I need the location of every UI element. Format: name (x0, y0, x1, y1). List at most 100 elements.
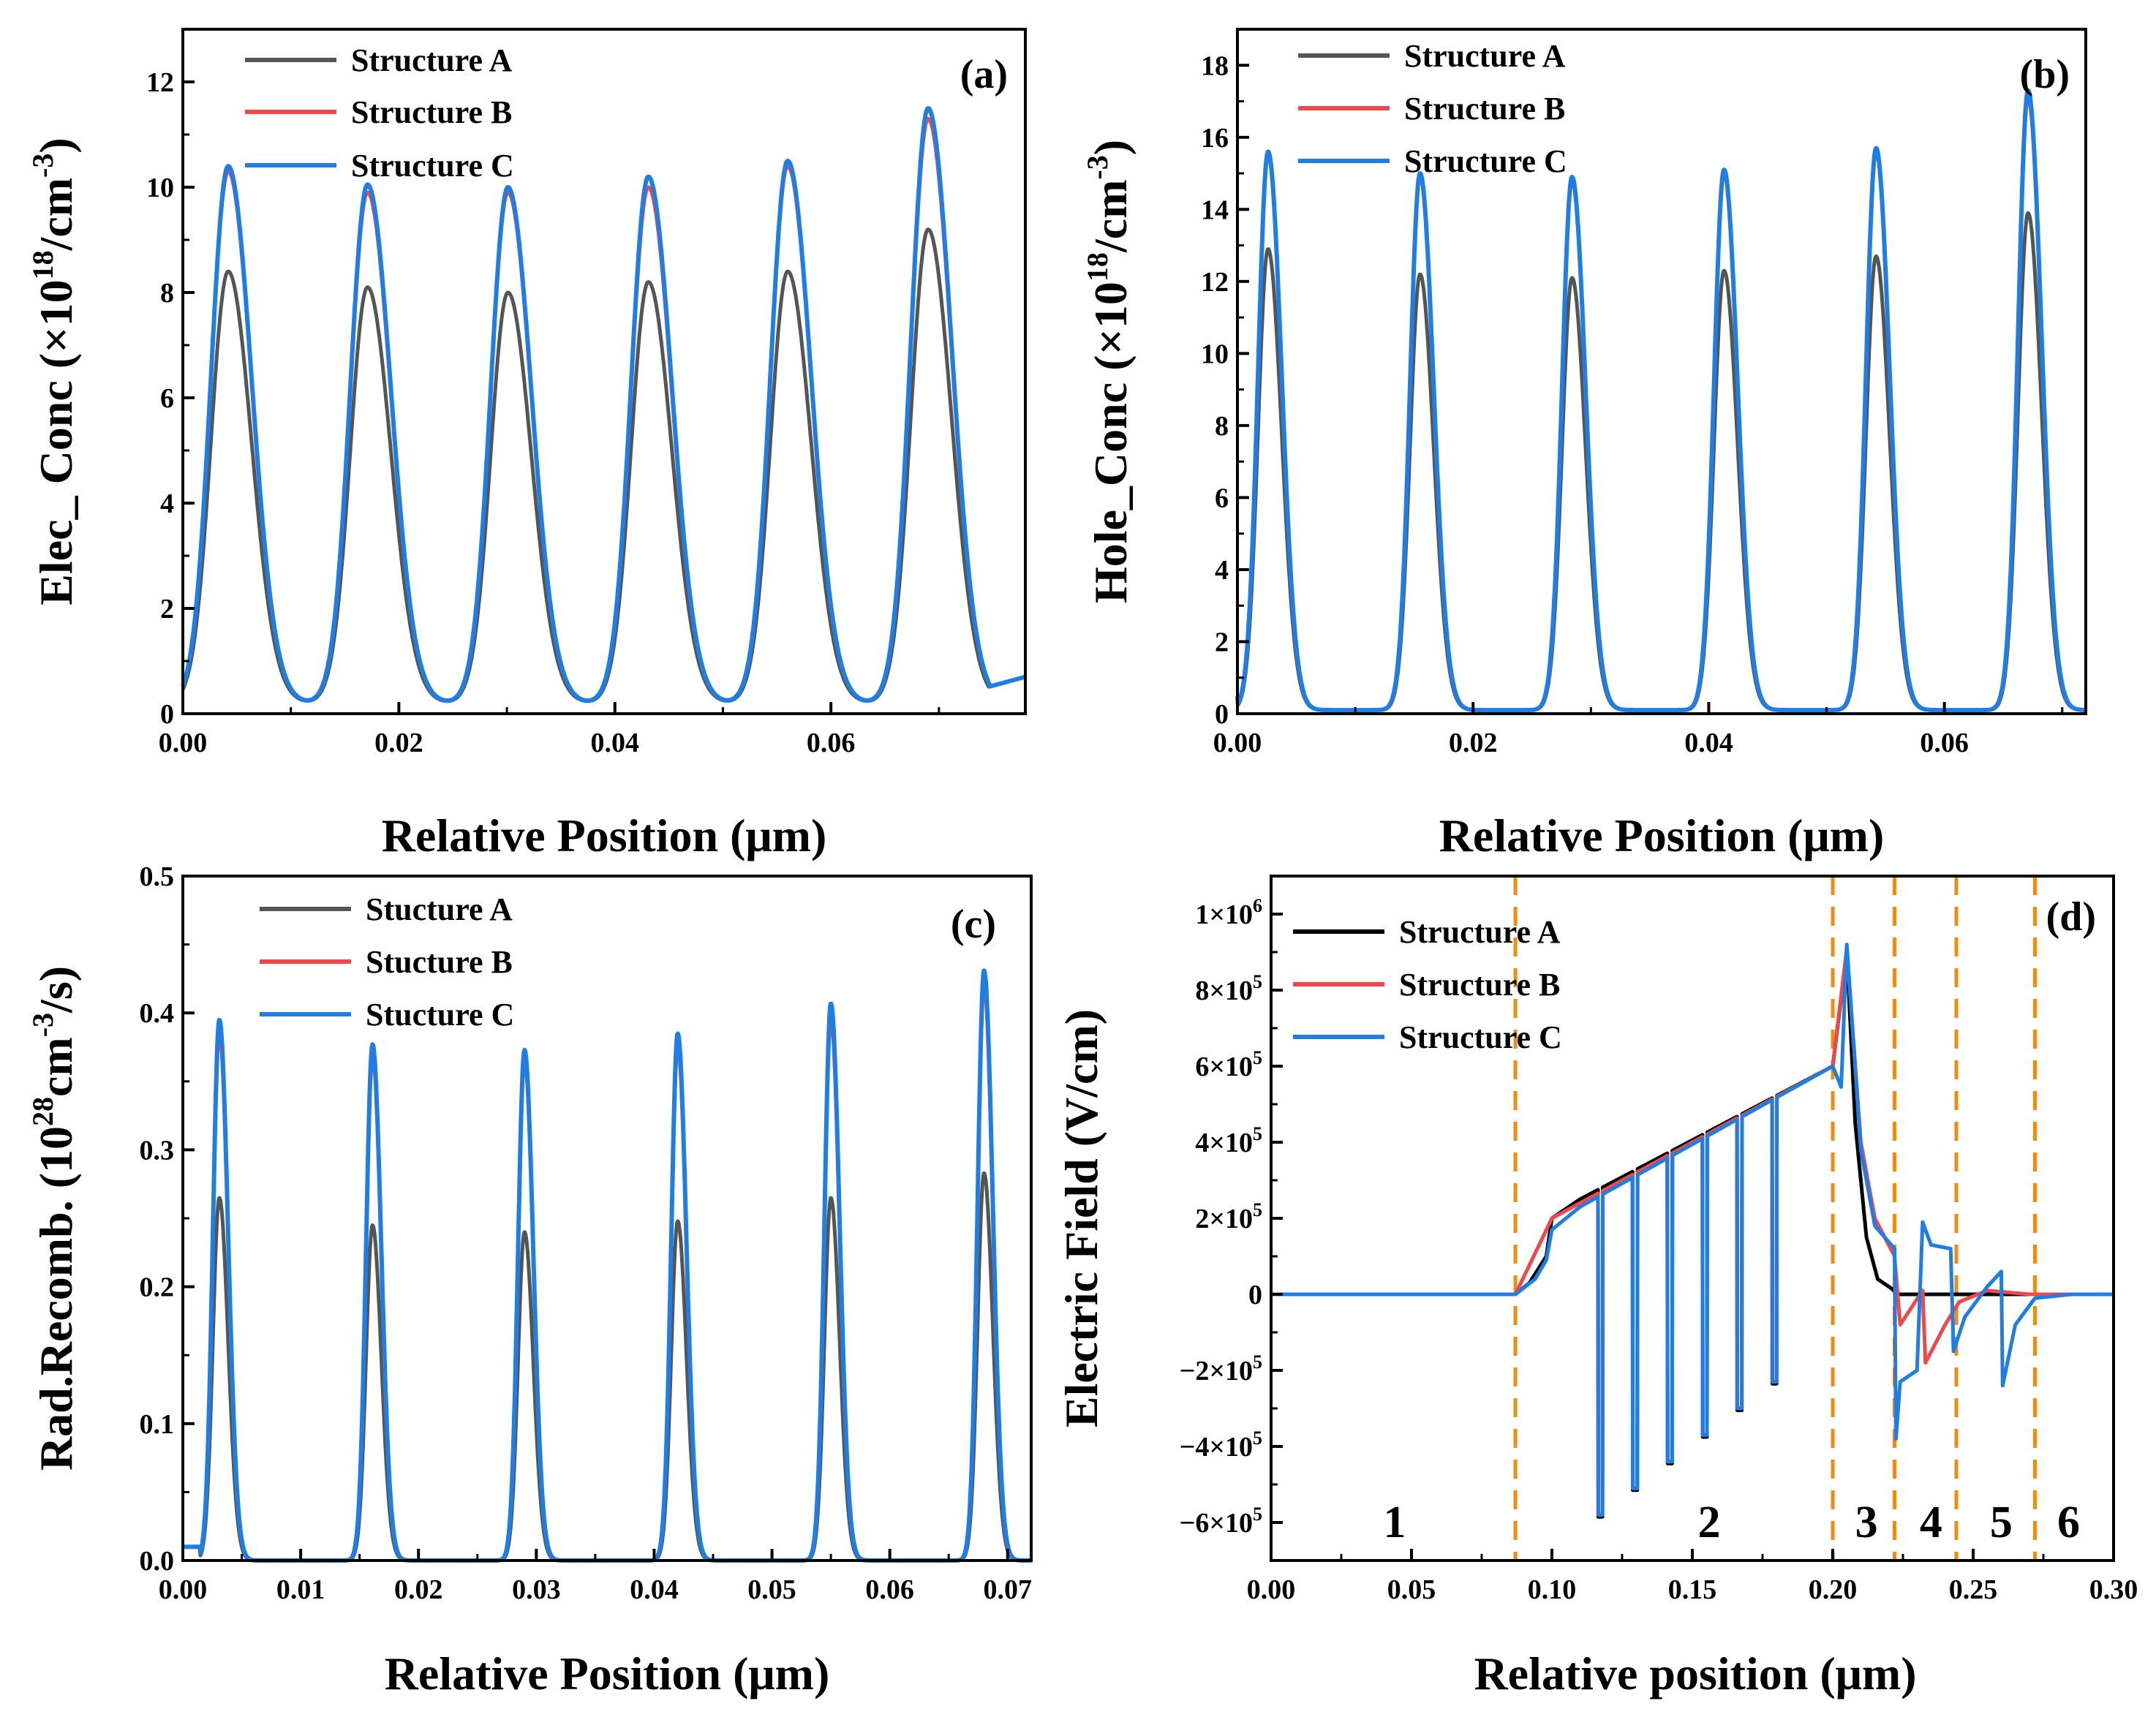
panel-a-ytick-label: 2 (160, 594, 174, 624)
panel-a-series-a-line (181, 227, 1027, 703)
panel-d-series-c-line (1269, 943, 2116, 1517)
panel-c-frame (181, 875, 1033, 1562)
panel-b-ytick-label: 14 (1201, 195, 1229, 225)
panel-c-ylabel-exp2: -3 (26, 1013, 59, 1037)
panel-d-ytick-base: ×10 (1209, 1356, 1253, 1386)
panel-a-series (181, 106, 1028, 703)
panel-c-ytick-label: 0.2 (140, 1272, 175, 1303)
panel-a-xtick-label: 0.00 (159, 728, 208, 758)
panel-a-xtick-label: 0.06 (807, 728, 856, 758)
panel-c-series (181, 968, 1033, 1563)
panel-a-frame (181, 28, 1027, 715)
panel-d-ylabel: Electric Field (V/cm) (1055, 1009, 1107, 1427)
panel-b-xtick-label: 0.00 (1213, 728, 1262, 758)
panel-d-region-label: 6 (2057, 1498, 2080, 1547)
panel-d-xtick-label: 0.20 (1809, 1574, 1858, 1605)
panel-d-region-label: 4 (1920, 1498, 1942, 1547)
panel-d-ytick-mantissa: 6 (1195, 1052, 1209, 1082)
panel-c-ylabel-exp1: 28 (26, 1097, 59, 1126)
panel-d-ytick-mantissa: 2 (1195, 1204, 1209, 1234)
legend-b-text-c: Structure C (1404, 143, 1567, 179)
panel-d-xlabel: Relative position (μm) (1474, 1648, 1916, 1699)
panel-d-ytick-base: ×10 (1209, 1204, 1253, 1234)
panel-b-series-a-line (1235, 211, 2087, 712)
panel-c-ylabel-end: /s) (30, 966, 82, 1014)
panel-a-ylabel-mid: /cm (30, 178, 82, 252)
legend-c-text-c: Stucture C (366, 997, 514, 1033)
panel-d-series-b-line (1269, 946, 2116, 1517)
panel-a-ytick-label: 10 (146, 173, 174, 203)
legend-d-text-a: Structure A (1399, 914, 1561, 950)
panel-c-xtick-label: 0.05 (747, 1574, 796, 1605)
panel-c-ytick-label: 0.0 (140, 1546, 175, 1577)
panel-d-ytick-exponent: 5 (1253, 1123, 1262, 1144)
panel-d-ytick-mantissa: −6 (1180, 1508, 1210, 1539)
panel-a-label: (a) (960, 52, 1008, 97)
panel-d-ytick-base: ×10 (1209, 899, 1253, 930)
panel-d-xtick-label: 0.00 (1247, 1574, 1296, 1605)
panel-d-ytick-label: 1×106 (1195, 895, 1262, 930)
panel-b-series-c-line (1235, 88, 2088, 713)
panel-b-legend: Structure A Structure B Structure C (1298, 38, 1567, 179)
panel-d-xtick-label: 0.30 (2089, 1574, 2138, 1605)
panel-b-ytick-label: 16 (1201, 123, 1229, 154)
panel-d-ytick-base: ×10 (1209, 1052, 1253, 1082)
legend-c-text-b: Stucture B (366, 944, 513, 980)
panel-d-ytick-mantissa: 8 (1195, 976, 1209, 1006)
panel-d-ytick-label: −4×105 (1180, 1427, 1262, 1463)
panel-d-ytick-label: −6×105 (1180, 1503, 1262, 1539)
panel-d-region-label: 1 (1383, 1498, 1406, 1547)
panel-b-ytick-label: 10 (1201, 339, 1229, 369)
panel-d-ytick-mantissa: 4 (1195, 1128, 1209, 1158)
panel-a-ytick-label: 0 (160, 699, 174, 730)
panel-c: 0.00 0.01 0.02 0.03 0.04 0.05 0.06 0.07 0.0 0.1 0.… (26, 861, 1033, 1699)
panel-c-xtick-label: 0.00 (159, 1574, 208, 1605)
legend-c-text-a: Stucture A (366, 891, 513, 927)
panel-d-series (1269, 943, 2116, 1519)
panel-c-xlabel: Relative Position (μm) (385, 1648, 830, 1699)
panel-c-xtick-label: 0.04 (630, 1574, 679, 1605)
panel-a-ylabel-exp2: -3 (26, 154, 59, 178)
panel-c-ytick-label: 0.1 (140, 1409, 175, 1440)
panel-b-ticks: 0.00 0.02 0.04 0.06 0 2 4 6 8 10 12 14 16 18 (1201, 50, 2064, 758)
panel-d-ytick-label: 4×105 (1195, 1123, 1262, 1158)
panel-d-ytick-mantissa: −2 (1180, 1356, 1210, 1386)
panel-c-xtick-label: 0.07 (984, 1574, 1033, 1605)
panel-c-label: (c) (951, 902, 996, 947)
panel-b: 0.00 0.02 0.04 0.06 0 2 4 6 8 10 12 14 16 18 Structur… (1081, 28, 2088, 861)
panel-c-legend: Stucture A Stucture B Stucture C (260, 891, 514, 1033)
panel-d-region-label: 3 (1855, 1498, 1878, 1547)
panel-c-xtick-label: 0.01 (276, 1574, 325, 1605)
panel-d-xtick-label: 0.25 (1949, 1574, 1998, 1605)
legend-a-text-b: Structure B (351, 94, 512, 130)
panel-d-region-label: 5 (1990, 1498, 2013, 1547)
panel-d-ytick-label: 2×105 (1195, 1199, 1262, 1234)
panel-d-dividers (1513, 876, 2037, 1561)
panel-d-ytick-exponent: 5 (1253, 1351, 1262, 1373)
panel-b-ytick-label: 18 (1201, 50, 1229, 81)
panel-b-ylabel-exp2: -3 (1081, 155, 1114, 179)
panel-d-ytick-base: ×10 (1209, 1508, 1253, 1539)
panel-a-ylabel-end: ) (30, 137, 82, 153)
panel-b-ylabel: Hole_Conc (×1018/cm-3) (1081, 140, 1137, 603)
panel-d-ytick-exponent: 5 (1253, 1427, 1262, 1449)
legend-b-text-b: Structure B (1404, 91, 1565, 127)
panel-b-ylabel-main: Hole_Conc (×10 (1085, 282, 1137, 603)
panel-c-xtick-label: 0.02 (394, 1574, 443, 1605)
panel-d-ytick-base: ×10 (1209, 976, 1253, 1006)
panel-d-xtick-label: 0.05 (1387, 1574, 1436, 1605)
panel-a-series-b-line (181, 117, 1027, 703)
panel-d-xtick-label: 0.15 (1668, 1574, 1717, 1605)
legend-d-text-c: Structure C (1399, 1019, 1562, 1055)
panel-a-ylabel: Elec_ Conc (×1018/cm-3) (26, 137, 82, 605)
panel-d-ytick-base: ×10 (1209, 1128, 1253, 1158)
panel-c-series-c-line (181, 968, 1033, 1563)
panel-d-ytick-label: −2×105 (1180, 1351, 1262, 1386)
panel-c-ticks: 0.00 0.01 0.02 0.03 0.04 0.05 0.06 0.07 0.0 0.1 0.… (140, 861, 1033, 1605)
panel-b-ylabel-mid: /cm (1085, 180, 1137, 254)
panel-b-series-b-line (1235, 96, 2087, 712)
legend-a-text-a: Structure A (351, 42, 513, 78)
panel-d-xtick-label: 0.10 (1528, 1574, 1577, 1605)
panel-d-label: (d) (2046, 894, 2096, 940)
